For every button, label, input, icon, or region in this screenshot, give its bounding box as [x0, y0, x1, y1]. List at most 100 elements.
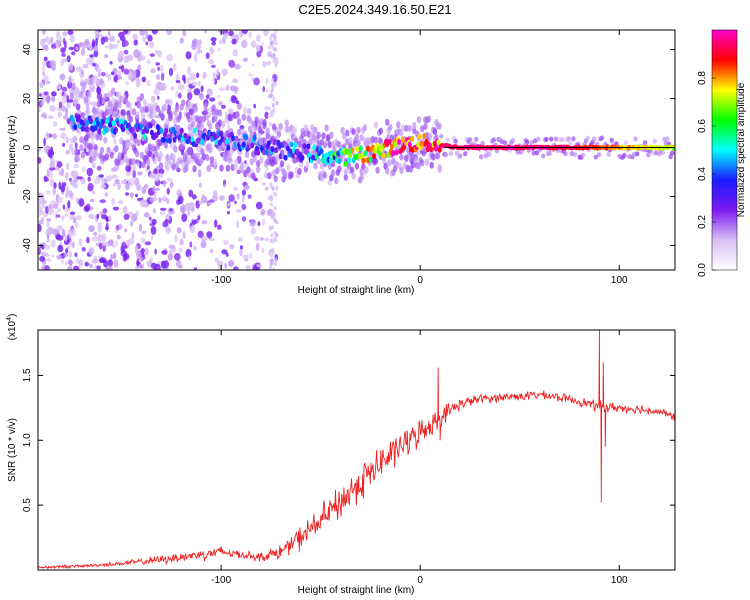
- heatmap-cell: [217, 94, 221, 99]
- heatmap-cell: [118, 50, 125, 58]
- heatmap-cell: [200, 85, 204, 93]
- heatmap-cell: [356, 139, 361, 147]
- heatmap-cell: [267, 113, 271, 118]
- heatmap-cell: [236, 118, 242, 125]
- heatmap-cell: [253, 77, 260, 86]
- heatmap-cell: [114, 127, 118, 133]
- heatmap-cell: [95, 107, 100, 115]
- heatmap-cell: [258, 139, 263, 145]
- heatmap-cell: [221, 68, 228, 76]
- heatmap-cell: [267, 60, 271, 66]
- colorbar-tick-label: 0.4: [697, 167, 708, 181]
- heatmap-cell: [56, 235, 64, 241]
- heatmap-cell: [157, 95, 160, 100]
- heatmap-cell: [157, 172, 164, 179]
- heatmap-cell: [208, 142, 213, 150]
- heatmap-cell: [137, 171, 143, 176]
- heatmap-cell: [416, 116, 422, 124]
- heatmap-cell: [59, 73, 66, 81]
- heatmap-cell: [111, 197, 115, 206]
- heatmap-cell: [378, 127, 383, 135]
- heatmap-cell: [330, 169, 336, 177]
- heatmap-cell: [547, 151, 552, 156]
- heatmap-cell: [189, 72, 196, 81]
- heatmap-cell: [592, 136, 597, 142]
- heatmap-cell: [78, 259, 84, 267]
- heatmap-cell: [273, 206, 277, 211]
- heatmap-cell: [160, 113, 165, 121]
- heatmap-cell: [234, 135, 239, 142]
- heatmap-cell: [262, 122, 267, 130]
- heatmap-cell: [231, 95, 236, 100]
- heatmap-cell: [351, 128, 356, 136]
- heatmap-cell: [71, 82, 76, 90]
- heatmap-cell: [249, 252, 253, 259]
- heatmap-cell: [135, 78, 141, 88]
- heatmap-cell: [89, 54, 94, 58]
- heatmap-cell: [290, 152, 295, 159]
- heatmap-cell: [196, 137, 201, 144]
- heatmap-cell: [107, 239, 114, 246]
- heatmap-cell: [38, 147, 42, 152]
- heatmap-cell: [136, 101, 141, 109]
- heatmap-cell: [259, 45, 263, 53]
- heatmap-cell: [354, 162, 360, 170]
- heatmap-cell: [253, 103, 256, 109]
- heatmap-cell: [256, 160, 261, 168]
- heatmap-cell: [111, 120, 116, 127]
- heatmap-cell: [399, 166, 404, 174]
- heatmap-cell: [91, 162, 96, 169]
- heatmap-cell: [219, 130, 224, 137]
- heatmap-cell: [103, 93, 108, 101]
- heatmap-cell: [114, 74, 118, 83]
- heatmap-cell: [404, 155, 409, 163]
- heatmap-cell: [263, 30, 269, 37]
- heatmap-cell: [233, 266, 239, 270]
- heatmap-cell: [140, 248, 145, 254]
- spectrogram-panel: -100 0 100 -40 -20 0 20 40 Height of straight …: [7, 29, 676, 296]
- heatmap-cell: [60, 47, 66, 53]
- heatmap-cell: [235, 100, 240, 105]
- heatmap-cell: [39, 93, 42, 97]
- heatmap-cell: [631, 151, 637, 157]
- heatmap-cell: [53, 182, 57, 189]
- heatmap-cell: [241, 189, 246, 196]
- heatmap-cell: [184, 202, 192, 212]
- heatmap-cell: [205, 94, 210, 100]
- heatmap-cell: [244, 151, 250, 158]
- heatmap-cell: [273, 231, 277, 236]
- heatmap-cell: [156, 74, 161, 81]
- heatmap-cell: [165, 164, 170, 172]
- heatmap-cell: [127, 72, 133, 81]
- heatmap-cell: [106, 175, 113, 182]
- heatmap-cell: [275, 167, 280, 175]
- heatmap-cell: [213, 115, 218, 122]
- heatmap-cell: [51, 254, 54, 258]
- heatmap-cell: [67, 99, 74, 103]
- heatmap-cell: [259, 156, 264, 164]
- heatmap-cell: [107, 266, 113, 270]
- heatmap-cell: [609, 137, 614, 143]
- heatmap-cell: [571, 136, 576, 142]
- heatmap-cell: [264, 149, 269, 156]
- heatmap-cell: [221, 249, 228, 255]
- heatmap-cell: [256, 267, 260, 270]
- heatmap-cell: [453, 138, 458, 144]
- heatmap-cell: [154, 150, 159, 158]
- heatmap-cell: [531, 150, 536, 156]
- spectrogram-frame: [37, 29, 676, 271]
- y-tick-label: 1.0: [22, 433, 33, 447]
- heatmap-cell: [80, 125, 85, 132]
- heatmap-cell: [178, 92, 182, 99]
- heatmap-cell: [247, 194, 252, 199]
- heatmap-cell: [40, 39, 46, 47]
- heatmap-cell: [136, 184, 142, 191]
- heatmap-cell: [68, 63, 74, 71]
- heatmap-cell: [266, 140, 271, 147]
- heatmap-cell: [397, 138, 402, 145]
- heatmap-cell: [184, 164, 189, 172]
- heatmap-cell: [208, 122, 213, 130]
- heatmap-cell: [133, 39, 138, 46]
- heatmap-cell: [202, 72, 207, 79]
- heatmap-cell: [105, 73, 109, 78]
